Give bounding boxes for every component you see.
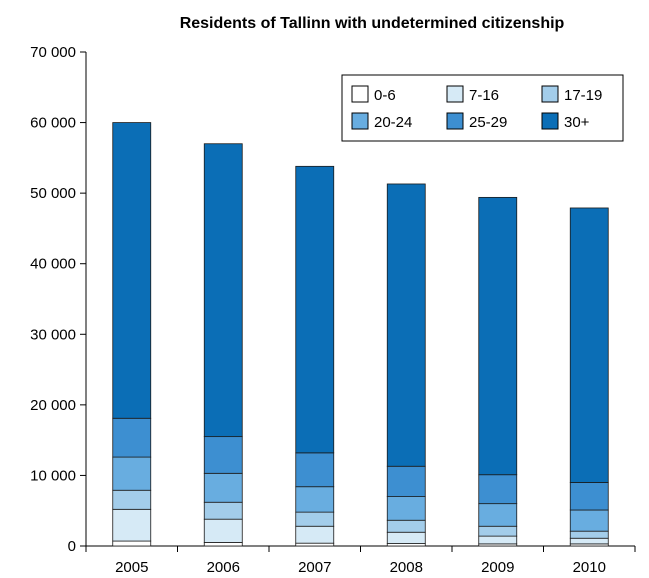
y-tick-label: 60 000 xyxy=(30,115,76,132)
bar-segment xyxy=(386,519,426,533)
y-tick-label: 50 000 xyxy=(30,185,76,202)
bar-segment xyxy=(295,525,335,544)
bar-stack xyxy=(295,165,335,547)
bar-segment xyxy=(112,540,152,547)
bar-segment xyxy=(203,518,243,543)
bar-segment xyxy=(386,496,426,521)
bar-segment xyxy=(203,542,243,547)
legend-swatch xyxy=(541,112,559,130)
legend-swatch xyxy=(446,85,464,103)
y-tick-label: 30 000 xyxy=(30,326,76,343)
legend-label: 7-16 xyxy=(469,87,499,104)
bars xyxy=(112,122,609,547)
bar-segment xyxy=(569,207,609,483)
bar-stack xyxy=(386,183,426,547)
bar-segment xyxy=(295,486,335,513)
bar-segment xyxy=(295,511,335,527)
bar-segment xyxy=(386,531,426,544)
x-tick-label: 2010 xyxy=(573,559,606,576)
x-tick-label: 2006 xyxy=(207,559,240,576)
y-tick-label: 40 000 xyxy=(30,256,76,273)
x-tick-label: 2005 xyxy=(115,559,148,576)
y-tick-label: 20 000 xyxy=(30,397,76,414)
bar-segment xyxy=(478,196,518,476)
legend-label: 25-29 xyxy=(469,114,507,131)
bar-segment xyxy=(203,472,243,503)
x-tick-label: 2009 xyxy=(481,559,514,576)
bar-segment xyxy=(112,417,152,458)
bar-segment xyxy=(295,542,335,547)
bar-segment xyxy=(386,465,426,497)
bar-segment xyxy=(203,501,243,520)
chart-title: Residents of Tallinn with undetermined c… xyxy=(180,15,565,32)
bar-segment xyxy=(112,508,152,542)
bar-segment xyxy=(112,122,152,419)
bar-segment xyxy=(112,456,152,491)
bar-segment xyxy=(386,183,426,467)
bar-stack xyxy=(112,122,152,547)
bar-segment xyxy=(569,509,609,532)
y-tick-label: 10 000 xyxy=(30,467,76,484)
x-tick-label: 2007 xyxy=(298,559,331,576)
bar-segment xyxy=(478,474,518,505)
bar-stack xyxy=(569,207,609,547)
legend-label: 17-19 xyxy=(564,87,602,104)
axes: 0 10 000 20 000 30 000 40 000 50 000 60 000 70 … xyxy=(30,44,636,576)
bar-segment xyxy=(478,535,518,545)
bar-segment xyxy=(569,537,609,545)
legend-swatch xyxy=(446,112,464,130)
legend: 0-6 7-16 17-19 20-24 25-29 30+ xyxy=(341,74,624,142)
legend-swatch xyxy=(351,112,369,130)
y-tick-label: 0 xyxy=(68,538,76,555)
x-tick-label: 2008 xyxy=(390,559,423,576)
legend-label: 30+ xyxy=(564,114,590,131)
legend-swatch xyxy=(541,85,559,103)
bar-segment xyxy=(295,452,335,488)
bar-segment xyxy=(203,436,243,474)
bar-segment xyxy=(478,503,518,527)
bar-stack xyxy=(478,196,518,547)
bar-segment xyxy=(478,525,518,537)
bar-segment xyxy=(295,165,335,454)
bar-segment xyxy=(112,489,152,510)
legend-swatch xyxy=(351,85,369,103)
legend-label: 20-24 xyxy=(374,114,412,131)
bar-segment xyxy=(569,530,609,539)
legend-box xyxy=(341,74,624,142)
bar-segment xyxy=(569,482,609,511)
bar-stack xyxy=(203,143,243,547)
y-tick-label: 70 000 xyxy=(30,44,76,61)
bar-segment xyxy=(203,143,243,438)
legend-label: 0-6 xyxy=(374,87,396,104)
